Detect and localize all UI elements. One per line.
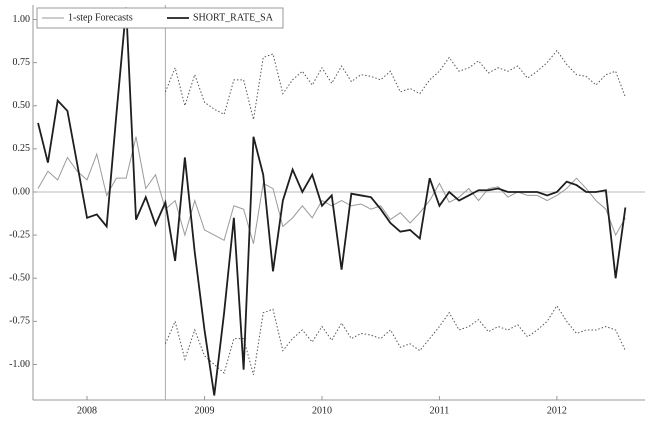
y-tick-label: -0.50 <box>9 273 30 284</box>
band-line <box>164 49 626 120</box>
x-tick-label: 2011 <box>430 405 450 416</box>
series-line <box>37 7 627 396</box>
legend-label: SHORT_RATE_SA <box>193 12 274 23</box>
y-tick-label: 0.00 <box>13 186 31 197</box>
y-tick-label: -0.25 <box>9 229 30 240</box>
y-tick-label: 1.00 <box>13 14 31 25</box>
y-tick-label: 0.50 <box>13 100 31 111</box>
y-tick-label: -1.00 <box>9 359 30 370</box>
legend-box <box>36 7 284 29</box>
y-tick-label: 0.75 <box>13 57 31 68</box>
series-line <box>37 136 626 244</box>
y-tick-label: -0.75 <box>9 316 30 327</box>
x-tick-label: 2008 <box>77 405 97 416</box>
y-tick-label: 0.25 <box>13 143 31 154</box>
x-tick-label: 2012 <box>547 405 567 416</box>
x-tick-label: 2009 <box>195 405 215 416</box>
x-tick-label: 2010 <box>312 405 332 416</box>
legend-label: 1-step Forecasts <box>68 12 133 23</box>
band-line <box>164 304 626 375</box>
